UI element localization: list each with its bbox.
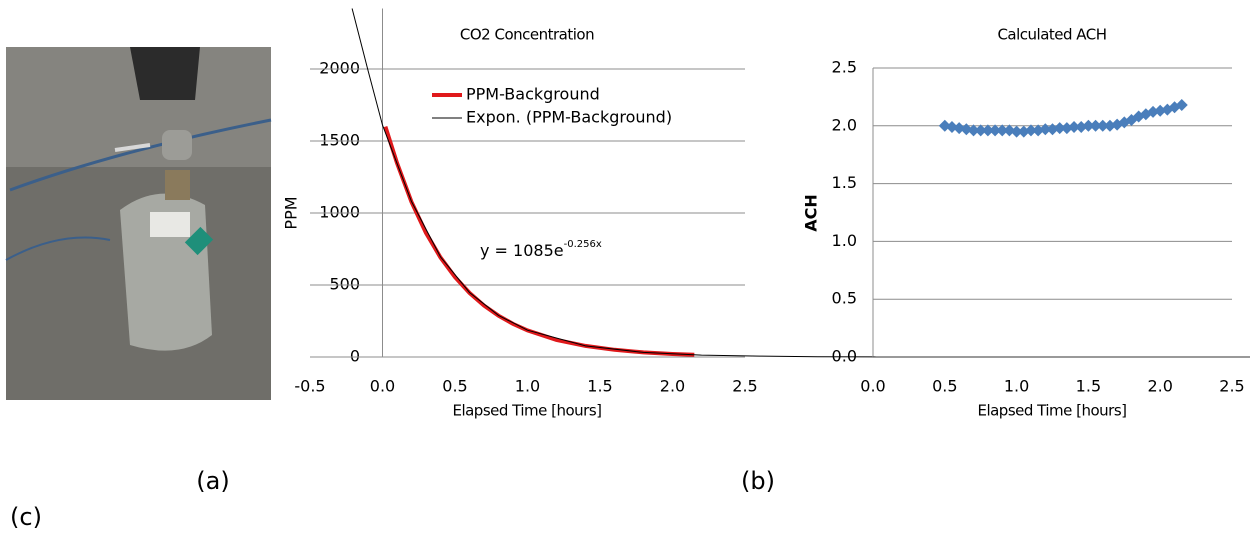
y-tick-label: 2.5 — [832, 58, 857, 77]
x-axis-title: Elapsed Time [hours] — [977, 402, 1126, 420]
chart: CO2 Concentration Elapsed Time [hours] PPM… — [282, 8, 876, 420]
point — [967, 124, 980, 137]
y-tick-label: 1.0 — [832, 231, 857, 250]
x-tick-label: 2.0 — [1147, 377, 1172, 396]
point — [1147, 105, 1160, 118]
point — [1017, 125, 1030, 138]
chart-title: Calculated ACH — [997, 26, 1106, 44]
chart: Calculated ACH Elapsed Time [hours] ACH 0.0… — [802, 26, 1250, 420]
point — [1068, 120, 1081, 133]
y-tick-label: 2000 — [319, 58, 360, 77]
y-tick-label: 1.5 — [832, 173, 857, 192]
point — [938, 119, 951, 132]
equation: y = 1085e-0.256x — [480, 239, 602, 260]
point — [1060, 122, 1073, 135]
point — [1082, 119, 1095, 132]
x-tick-label: 1.0 — [1004, 377, 1029, 396]
y-tick-label: 500 — [329, 274, 360, 293]
x-axis-title: Elapsed Time [hours] — [452, 402, 601, 420]
x-tick-label: 1.5 — [587, 377, 612, 396]
y-tick-label: 1000 — [319, 202, 360, 221]
point — [1154, 104, 1167, 117]
point — [1053, 122, 1066, 135]
point — [996, 124, 1009, 137]
legend-label: Expon. (PPM-Background) — [466, 108, 672, 127]
y-tick-label: 0 — [350, 347, 360, 366]
x-tick-label: 0.5 — [932, 377, 957, 396]
x-tick-label: 0.5 — [442, 377, 467, 396]
y-axis-title: ACH — [802, 194, 821, 232]
point — [1046, 123, 1059, 136]
equation-text: y = 1085e — [480, 241, 564, 260]
point — [960, 123, 973, 136]
chart-title: CO2 Concentration — [460, 26, 594, 44]
y-tick-label: 0.0 — [832, 347, 857, 366]
legend-label: PPM-Background — [466, 85, 600, 104]
photo — [5, 47, 272, 400]
point — [953, 122, 966, 135]
point — [1010, 125, 1023, 138]
x-tick-label: 2.5 — [1219, 377, 1244, 396]
point — [1003, 124, 1016, 137]
point — [974, 124, 987, 137]
point — [1175, 98, 1188, 111]
point — [989, 124, 1002, 137]
y-axis-title: PPM — [282, 196, 301, 229]
x-tick-label: 0.0 — [860, 377, 885, 396]
x-tick-label: 1.5 — [1076, 377, 1101, 396]
x-tick-label: 0.0 — [370, 377, 395, 396]
y-tick-label: 0.5 — [832, 289, 857, 308]
x-tick-label: 2.0 — [660, 377, 685, 396]
caption: (a) — [196, 467, 229, 495]
point — [1103, 119, 1116, 132]
x-tick-label: -0.5 — [294, 377, 325, 396]
y-tick-label: 1500 — [319, 130, 360, 149]
point — [945, 120, 958, 133]
point — [1032, 124, 1045, 137]
point — [1089, 119, 1102, 132]
point — [1039, 123, 1052, 136]
point — [1024, 124, 1037, 137]
y-tick-label: 2.0 — [832, 115, 857, 134]
x-tick-label: 1.0 — [515, 377, 540, 396]
caption: (c) — [10, 503, 42, 531]
caption: (b) — [741, 467, 775, 495]
point — [981, 124, 994, 137]
point — [1075, 120, 1088, 133]
equation-exponent: -0.256x — [564, 239, 602, 250]
series-line — [351, 8, 876, 358]
x-tick-label: 2.5 — [732, 377, 757, 396]
point — [1096, 119, 1109, 132]
